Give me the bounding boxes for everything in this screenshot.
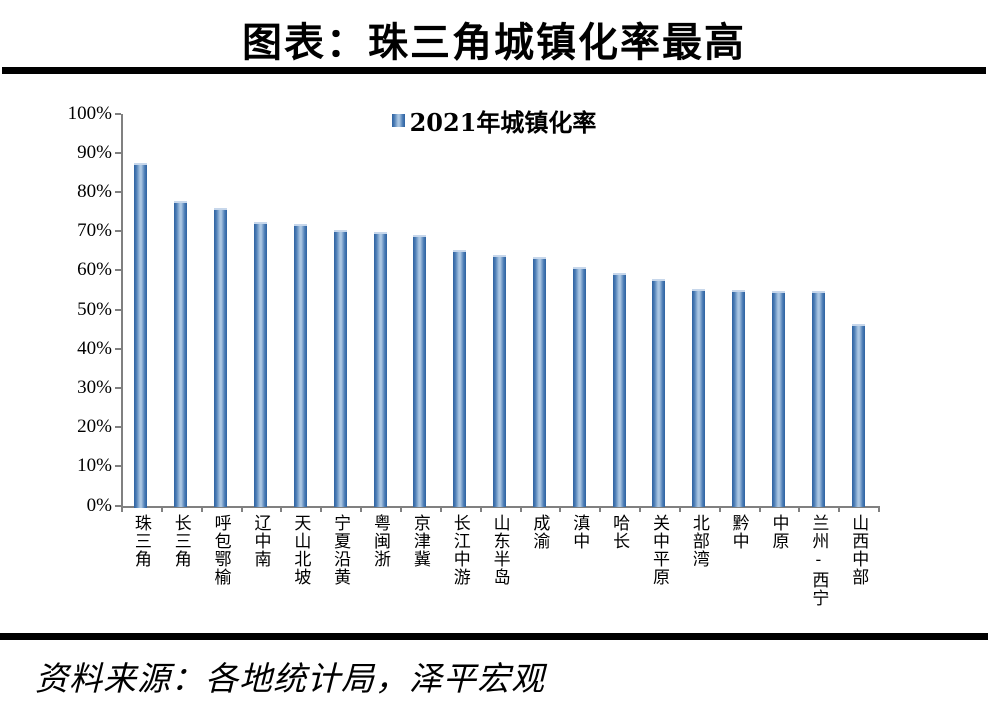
bar — [652, 279, 666, 508]
x-axis-label: 宁夏沿黄 — [330, 514, 351, 586]
bar — [253, 222, 267, 508]
bar — [851, 323, 865, 508]
y-tick — [115, 112, 121, 115]
bar — [174, 201, 188, 508]
x-tick — [121, 506, 123, 512]
bar — [214, 208, 228, 508]
legend-label: 2021年城镇化率 — [409, 108, 597, 137]
bar — [293, 224, 307, 508]
x-tick — [599, 506, 602, 512]
bar — [811, 291, 825, 508]
x-tick — [718, 506, 721, 512]
bar — [572, 266, 586, 508]
x-axis-label: 山西中部 — [848, 514, 869, 586]
x-axis-label: 中原 — [768, 514, 789, 550]
x-axis-label: 哈长 — [609, 514, 630, 550]
x-axis-label: 珠三角 — [130, 514, 151, 568]
y-tick — [115, 347, 121, 350]
x-tick — [160, 506, 163, 512]
x-axis-label: 兰州-西宁 — [808, 514, 829, 607]
x-tick — [878, 506, 881, 512]
x-axis-label: 黔中 — [728, 514, 749, 550]
bar — [373, 231, 387, 508]
y-axis-label: 90% — [77, 141, 112, 163]
x-tick — [519, 506, 522, 512]
y-tick — [115, 386, 121, 389]
x-axis-label: 京津冀 — [409, 514, 430, 568]
y-tick — [115, 190, 121, 193]
x-axis-label: 滇中 — [569, 514, 590, 550]
x-tick — [320, 506, 323, 512]
bar — [732, 289, 746, 508]
x-axis-label: 长江中游 — [449, 514, 470, 586]
x-tick — [479, 506, 482, 512]
x-axis-label: 天山北坡 — [290, 514, 311, 586]
x-axis-label: 山东半岛 — [489, 514, 510, 586]
x-tick — [758, 506, 761, 512]
bar — [532, 257, 546, 508]
x-axis-label: 长三角 — [170, 514, 191, 568]
x-tick — [798, 506, 801, 512]
x-axis-label: 呼包鄂榆 — [210, 514, 231, 586]
y-tick — [115, 151, 121, 154]
x-axis-label: 成渝 — [529, 514, 550, 550]
footer-divider-rule — [0, 633, 988, 640]
x-axis-label: 关中平原 — [648, 514, 669, 586]
x-axis-label: 辽中南 — [250, 514, 271, 568]
y-axis-label: 100% — [67, 102, 112, 124]
bar — [413, 235, 427, 508]
y-axis-label: 10% — [77, 455, 112, 477]
x-tick — [280, 506, 283, 512]
y-tick — [115, 230, 121, 233]
y-axis-line — [121, 113, 123, 507]
page-title: 图表：珠三角城镇化率最高 — [242, 19, 746, 66]
x-tick — [439, 506, 442, 512]
bar — [692, 289, 706, 508]
bar — [333, 230, 347, 508]
title-underline-rule — [2, 67, 986, 74]
y-tick — [115, 504, 121, 507]
y-tick — [115, 465, 121, 468]
x-tick — [678, 506, 681, 512]
bar — [453, 249, 467, 508]
y-axis-label: 40% — [77, 337, 112, 359]
x-tick — [200, 506, 203, 512]
bar — [134, 162, 148, 508]
x-tick — [399, 506, 402, 512]
y-axis-label: 50% — [77, 298, 112, 320]
x-tick — [240, 506, 243, 512]
y-axis-label: 0% — [86, 494, 112, 516]
x-axis-label: 北部湾 — [688, 514, 709, 568]
y-axis-label: 20% — [77, 416, 112, 438]
y-axis-label: 80% — [77, 180, 112, 202]
x-tick — [639, 506, 642, 512]
x-axis-label: 粤闽浙 — [370, 514, 391, 568]
legend: 2021年城镇化率 — [0, 103, 988, 138]
y-axis-label: 70% — [77, 220, 112, 242]
y-axis-label: 30% — [77, 376, 112, 398]
source-note: 资料来源：各地统计局，泽平宏观 — [35, 659, 545, 698]
x-tick — [559, 506, 562, 512]
bar — [493, 255, 507, 508]
y-tick — [115, 426, 121, 429]
bar — [612, 273, 626, 508]
y-tick — [115, 308, 121, 311]
legend-swatch-icon — [391, 114, 405, 127]
x-tick — [360, 506, 363, 512]
x-tick — [838, 506, 841, 512]
y-axis-label: 60% — [77, 259, 112, 281]
bar — [772, 290, 786, 508]
y-tick — [115, 269, 121, 272]
